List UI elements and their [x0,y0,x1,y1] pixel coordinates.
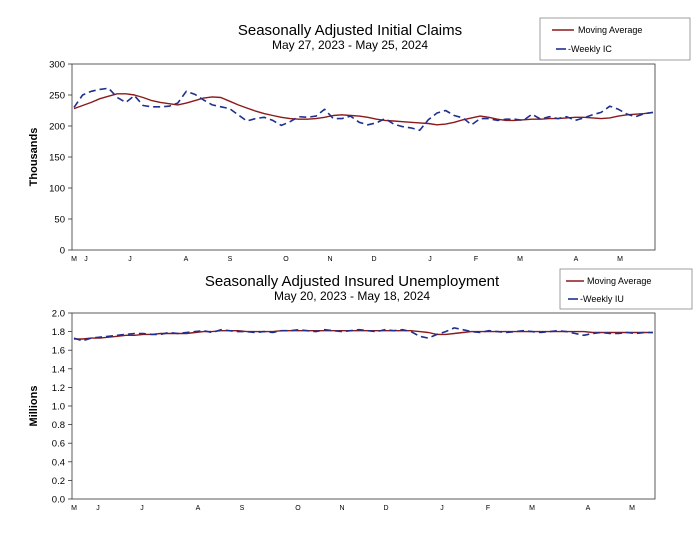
chart1-month-label: O [283,256,289,263]
chart1-month-label: N [327,256,332,263]
chart2-legend: Moving Average -Weekly IU [559,268,693,310]
chart1-subtitle: May 27, 2023 - May 25, 2024 [272,38,428,52]
chart2-month-label: M [71,505,77,512]
chart1-ytick-label: 200 [49,122,65,133]
chart1-ytick-label: 250 [49,91,65,102]
chart1-ytick-label: 50 [54,215,65,226]
chart2-month-label: J [440,505,444,512]
chart1-legend-weekly: -Weekly IC [568,44,612,54]
chart1-month-label: F [474,256,478,263]
chart2-plot: 0.0 0.2 0.4 0.6 0.8 1.0 1.2 1.4 1.6 1.8 2.0 M J J A S O N… [52,309,656,512]
chart2-month-label: A [586,505,591,512]
chart2-ytick-label: 0.0 [52,495,65,506]
chart2-subtitle: May 20, 2023 - May 18, 2024 [274,289,430,303]
chart2-ytick-label: 0.6 [52,439,65,450]
chart2-month-label: M [529,505,535,512]
chart1-title: Seasonally Adjusted Initial Claims [238,22,462,39]
chart2-ytick-label: 1.4 [52,364,65,375]
chart2-month-label: J [96,505,100,512]
chart1-month-label: M [71,256,77,263]
chart1-legend-ma: Moving Average [578,25,642,35]
chart2-ytick-label: 1.2 [52,383,65,394]
chart1-month-label: M [517,256,523,263]
chart1-weekly-line [73,87,654,132]
chart2-month-label: F [486,505,490,512]
chart2-month-label: J [140,505,144,512]
chart2-ytick-label: 2.0 [52,309,65,320]
chart2-legend-ma: Moving Average [587,276,651,286]
chart2-weekly-line [73,327,653,342]
chart1-month-label: A [574,256,579,263]
chart2-ytick-label: 1.0 [52,402,65,413]
chart1-month-label: J [84,256,88,263]
chart2-month-label: D [383,505,388,512]
chart1-ytick-label: 100 [49,184,65,195]
chart2-ytick-label: 1.8 [52,327,65,338]
chart1-month-label: J [128,256,132,263]
chart1-month-label: J [428,256,432,263]
chart2-ytick-label: 0.8 [52,420,65,431]
chart1-ytick-label: 0 [60,246,65,257]
chart2-month-label: S [240,505,245,512]
chart1-ylabel: Thousands [28,128,40,187]
chart2-legend-weekly: -Weekly IU [580,294,624,304]
chart2-plot-frame [71,312,656,500]
chart1-month-label: A [184,256,189,263]
chart1-ytick-label: 150 [49,153,65,164]
chart2-month-label: N [339,505,344,512]
chart1-month-label: D [371,256,376,263]
chart2-month-label: O [295,505,301,512]
chart2-ylabel: Millions [28,386,40,427]
chart2-ytick-label: 0.4 [52,457,65,468]
chart1-month-label: S [228,256,233,263]
chart2-month-label: M [629,505,635,512]
chart1-month-label: M [617,256,623,263]
chart1-legend: Moving Average -Weekly IC [539,17,691,61]
chart2-ytick-label: 1.6 [52,346,65,357]
chart1-plot-frame [71,63,656,251]
chart1-ytick-label: 300 [49,60,65,71]
chart2-ytick-label: 0.2 [52,476,65,487]
chart1-moving-average-line [73,93,654,126]
chart2-title: Seasonally Adjusted Insured Unemployment [205,273,500,290]
chart2-month-label: A [196,505,201,512]
